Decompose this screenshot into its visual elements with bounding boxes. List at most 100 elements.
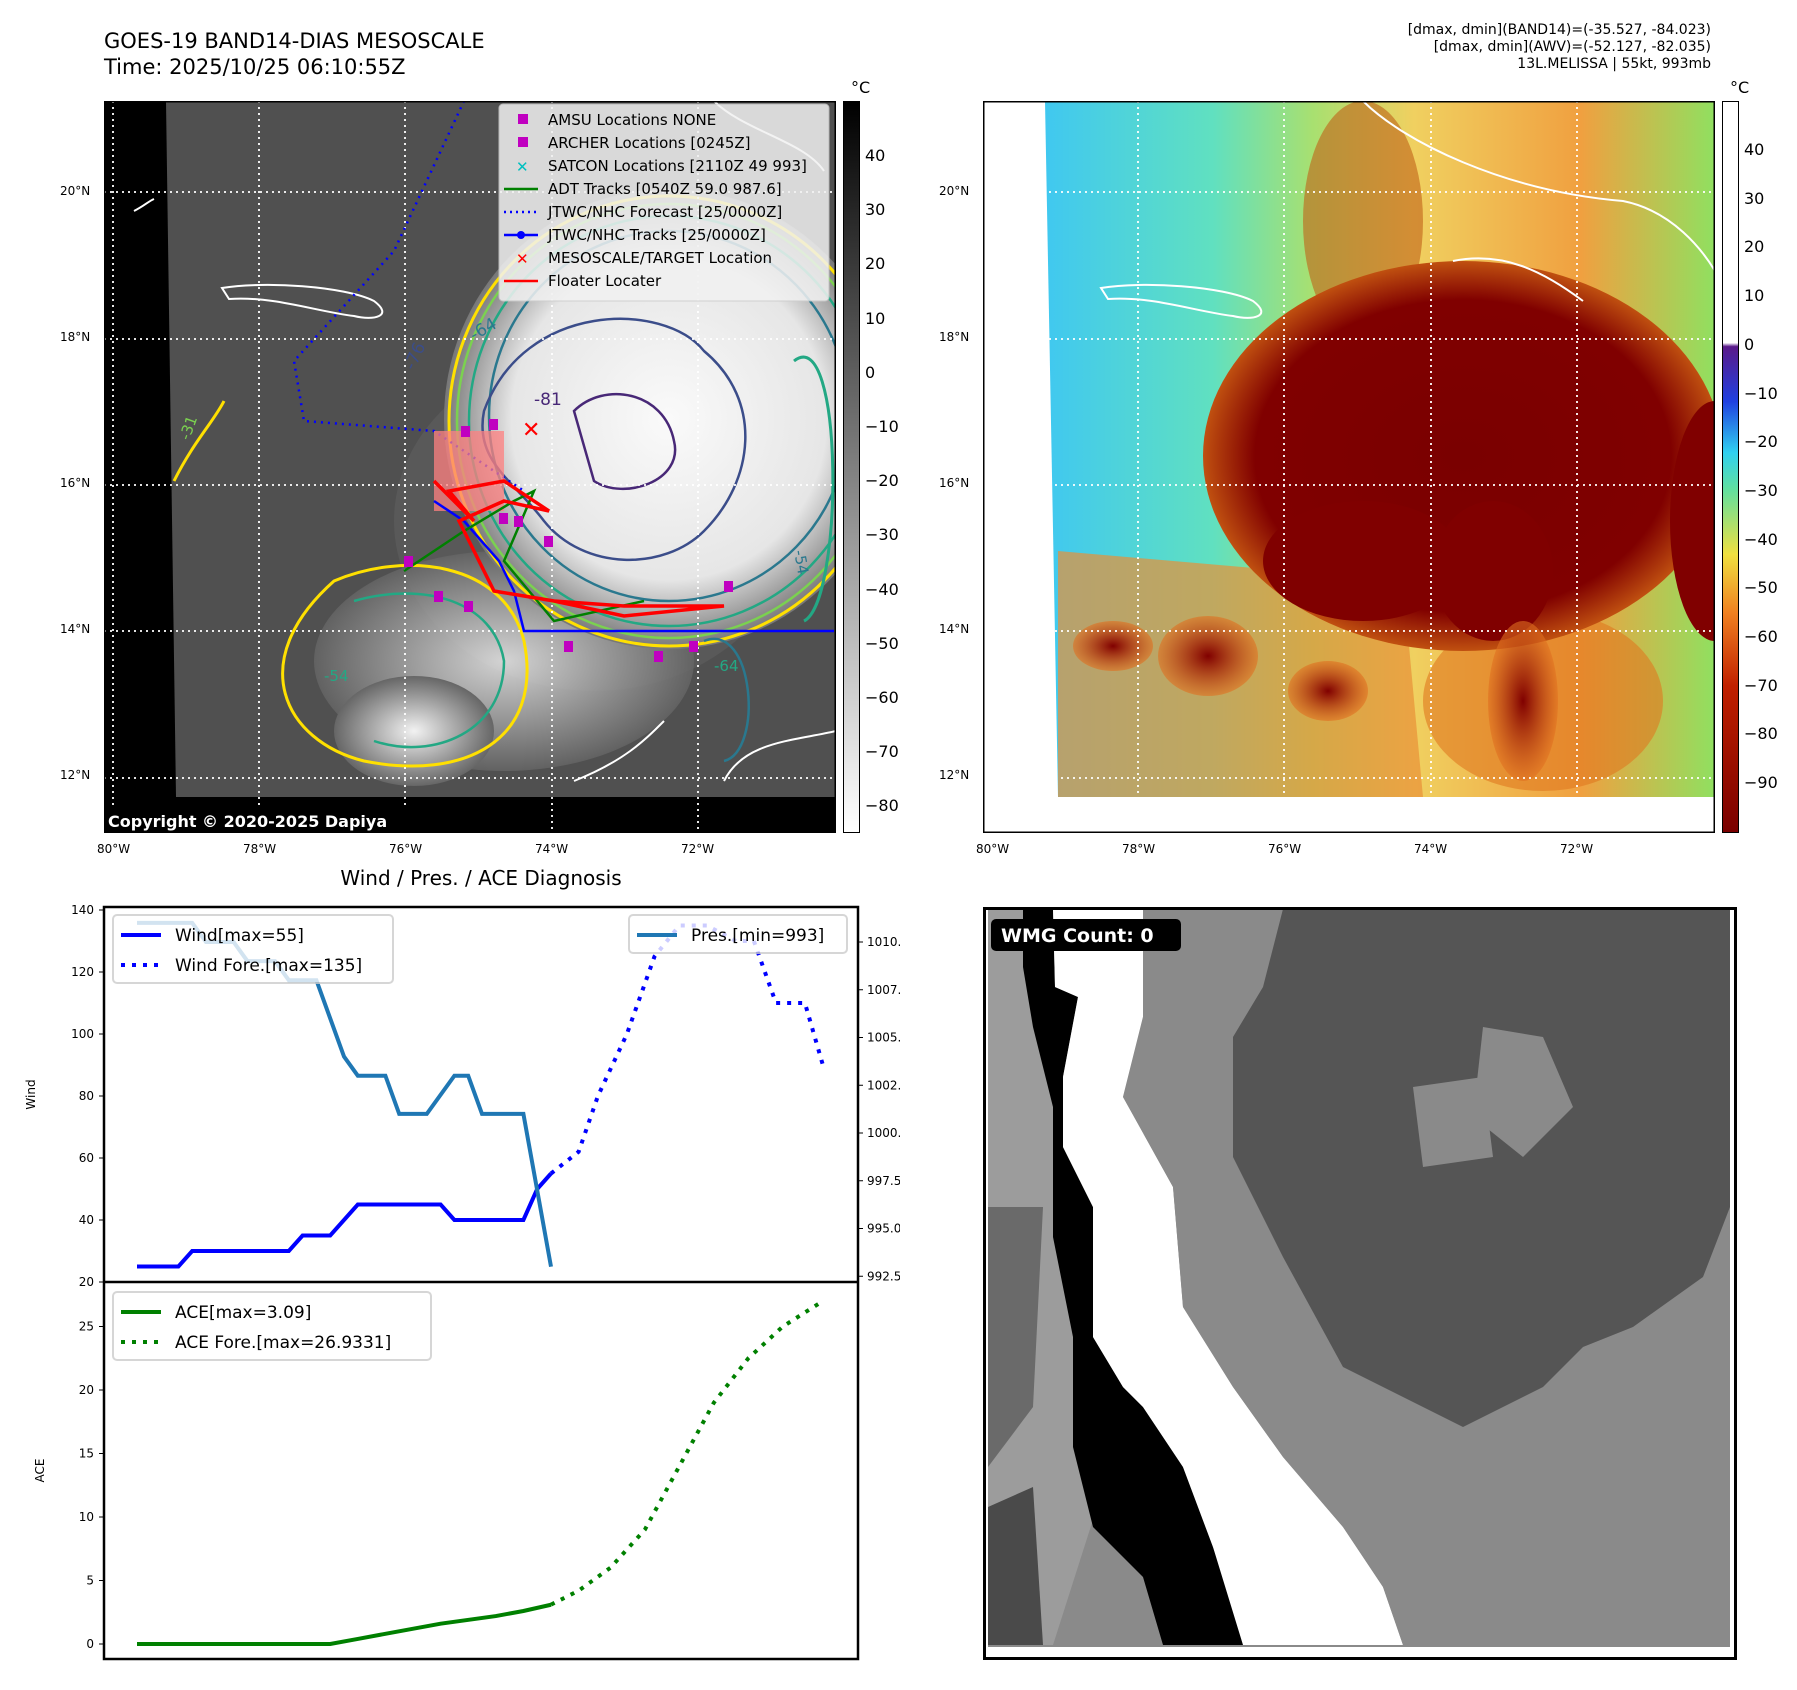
- colorbar-tick: 0: [865, 362, 876, 382]
- best-track: [433, 499, 834, 633]
- lat-label: 20°N: [60, 184, 91, 198]
- lat-label: 14°N: [939, 622, 970, 636]
- colorbar-tick: −10: [865, 417, 899, 436]
- legend-label: Wind Fore.[max=135]: [175, 956, 362, 976]
- pressure-tick: 992.5: [867, 1269, 900, 1283]
- legend-label: ACE[max=3.09]: [175, 1303, 311, 1323]
- colorbar-tick: −60: [865, 688, 899, 707]
- pressure-legend: Pres.[min=993]: [628, 914, 848, 954]
- x-marker-icon: ✕: [516, 158, 529, 176]
- square-marker-icon: [518, 137, 528, 147]
- awv-map: [983, 101, 1715, 833]
- legend-item: JTWC/NHC Tracks [25/0000Z]: [504, 226, 766, 244]
- colorbar-tick: −50: [865, 633, 899, 653]
- map-legend: AMSU Locations NONE ARCHER Locations [024…: [498, 103, 830, 302]
- legend-label: JTWC/NHC Forecast [25/0000Z]: [547, 203, 782, 221]
- legend-label: ADT Tracks [0540Z 59.0 987.6]: [548, 180, 782, 198]
- wind-tick: 140: [71, 903, 94, 917]
- legend-label: Wind[max=55]: [175, 926, 304, 946]
- legend-label: Floater Locater: [548, 272, 662, 290]
- lat-label: 18°N: [939, 330, 970, 344]
- colorbar-tick: −60: [1744, 627, 1778, 646]
- legend-item: ARCHER Locations [0245Z]: [518, 134, 751, 152]
- ace-tick: 10: [79, 1510, 94, 1524]
- stats-info: [dmax, dmin](BAND14)=(-35.527, -84.023) …: [1408, 22, 1711, 73]
- colorbar-tick: −20: [865, 471, 899, 491]
- contour-label: -64: [714, 657, 739, 675]
- wind-tick: 100: [71, 1027, 94, 1041]
- diagnosis-chart: 20406080100120140992.5995.0997.51000.010…: [24, 903, 900, 1661]
- lat-label: 18°N: [60, 330, 91, 344]
- colorbar-tick: −30: [1744, 480, 1778, 500]
- pressure-tick: 1007.5: [867, 983, 900, 997]
- floater-track: [432, 479, 725, 618]
- wind-forecast-line: [549, 923, 825, 1176]
- pressure-tick: 1010.0: [867, 935, 900, 949]
- colorbar-tick: −30: [865, 525, 899, 545]
- colorbar-unit: °C: [1730, 78, 1750, 97]
- colorbar-tick: 40: [1744, 140, 1765, 159]
- pressure-tick: 995.0: [867, 1222, 900, 1236]
- colorbar-tick: −20: [1744, 432, 1778, 452]
- colorbar-unit: °C: [851, 78, 871, 97]
- ir-map: ✕ -64 -76 -81 -31 -54 -54 -64 AMSU Locat…: [104, 101, 836, 833]
- lat-label: 20°N: [939, 184, 970, 198]
- wind-line: [137, 1172, 553, 1269]
- lat-label: 14°N: [60, 622, 91, 636]
- lon-label: 72°W: [681, 842, 715, 856]
- colorbar-tick: 0: [1744, 334, 1755, 354]
- ace-tick: 20: [79, 1383, 94, 1397]
- legend-item: JTWC/NHC Forecast [25/0000Z]: [504, 203, 782, 221]
- legend-item: Floater Locater: [504, 272, 662, 290]
- pressure-tick: 1002.5: [867, 1078, 900, 1092]
- lon-label: 80°W: [97, 842, 131, 856]
- colorbar-tick: 30: [865, 200, 886, 220]
- colorbar-tick: 10: [865, 308, 886, 328]
- colorbar-tick: −80: [1744, 724, 1778, 744]
- lon-label: 80°W: [976, 842, 1010, 856]
- wind-axis-label: Wind: [24, 1079, 38, 1109]
- lat-label: 16°N: [60, 476, 91, 490]
- awv-colorbar: [1722, 101, 1739, 833]
- lon-label: 74°W: [535, 842, 569, 856]
- diagnosis-title: Wind / Pres. / ACE Diagnosis: [340, 866, 622, 890]
- legend-item: ✕ SATCON Locations [2110Z 49 993]: [516, 157, 807, 176]
- wmg-count-label: WMG Count: 0: [1001, 925, 1154, 947]
- lon-label: 76°W: [1268, 842, 1302, 856]
- figure-time: Time: 2025/10/25 06:10:55Z: [104, 55, 406, 79]
- legend-item: ADT Tracks [0540Z 59.0 987.6]: [504, 180, 782, 198]
- colorbar-tick: −80: [865, 796, 899, 816]
- lat-label: 12°N: [939, 768, 970, 782]
- pressure-tick: 997.5: [867, 1174, 900, 1188]
- ir-colorbar: [843, 101, 860, 833]
- colorbar-tick: −70: [1744, 675, 1778, 695]
- ace-forecast-line: [550, 1299, 824, 1607]
- lon-label: 76°W: [389, 842, 423, 856]
- pressure-tick: 1005.0: [867, 1031, 900, 1045]
- colorbar-tick: 30: [1744, 188, 1765, 208]
- ace-tick: 5: [86, 1574, 94, 1588]
- pressure-tick: 1000.0: [867, 1126, 900, 1140]
- legend-label: ACE Fore.[max=26.9331]: [175, 1333, 391, 1353]
- wind-legend: Wind[max=55] Wind Fore.[max=135]: [112, 914, 394, 984]
- colorbar-tick: 10: [1744, 286, 1765, 306]
- contour-label: -54: [324, 667, 349, 685]
- lat-label: 12°N: [60, 768, 91, 782]
- wind-tick: 60: [79, 1151, 94, 1165]
- lon-label: 72°W: [1560, 842, 1594, 856]
- colorbar-tick: 20: [865, 254, 886, 274]
- legend-label: JTWC/NHC Tracks [25/0000Z]: [547, 226, 766, 244]
- ace-tick: 15: [79, 1447, 94, 1461]
- forecast-track: [292, 101, 525, 493]
- storm-info: 13L.MELISSA | 55kt, 993mb: [1517, 56, 1711, 72]
- lat-label: 16°N: [939, 476, 970, 490]
- ace-tick: 0: [86, 1637, 94, 1651]
- colorbar-tick: −40: [1744, 529, 1778, 549]
- colorbar-tick: −90: [1744, 773, 1778, 793]
- wind-tick: 80: [79, 1089, 94, 1103]
- colorbar-tick: −70: [865, 742, 899, 762]
- archer-markers: [404, 419, 733, 662]
- lon-label: 74°W: [1414, 842, 1448, 856]
- legend-item: AMSU Locations NONE: [518, 111, 716, 129]
